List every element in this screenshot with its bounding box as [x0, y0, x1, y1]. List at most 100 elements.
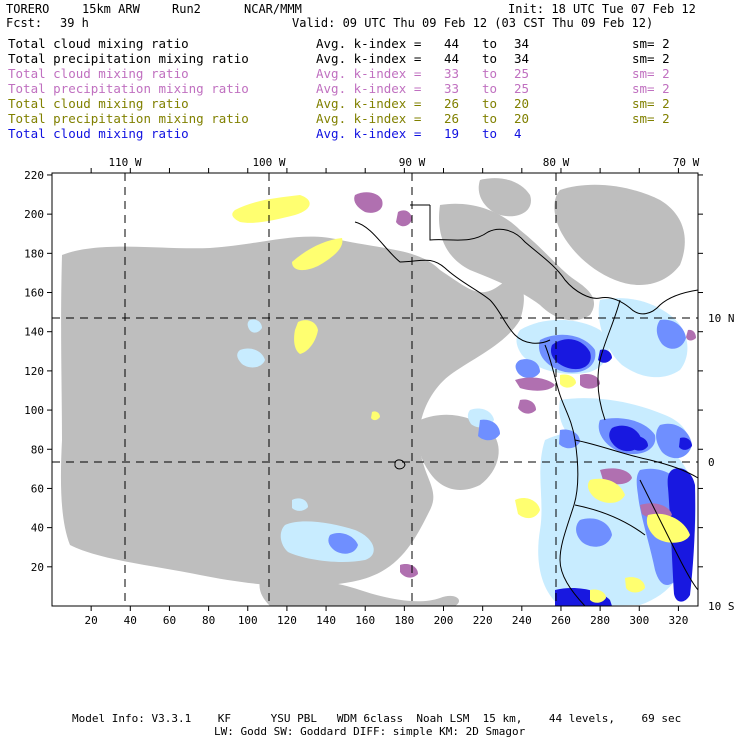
legend-smoothing: sm= 2: [632, 81, 670, 96]
legend-from-value: 33: [444, 66, 460, 81]
y-tick-label: 100: [24, 404, 44, 417]
legend-index-label: Avg. k-index =: [316, 51, 422, 66]
y-tick-label: 120: [24, 365, 44, 378]
y-tick-label: 220: [24, 169, 44, 182]
legend-smoothing: sm= 2: [632, 96, 670, 111]
x-tick-label: 20: [85, 614, 98, 627]
caribbean-coast: [429, 205, 699, 315]
valid-time: Valid: 09 UTC Thu 09 Feb 12 (03 CST Thu …: [292, 16, 654, 30]
legend-index-label: Avg. k-index =: [316, 81, 422, 96]
legend-field-name: Total precipitation mixing ratio: [8, 51, 249, 66]
x-tick-label: 320: [668, 614, 688, 627]
legend-field-name: Total precipitation mixing ratio: [8, 81, 249, 96]
x-tick-label: 240: [512, 614, 532, 627]
latitude-label: 10 N: [708, 312, 735, 325]
model-info-line-2: LW: Godd SW: Goddard DIFF: simple KM: 2D…: [214, 725, 526, 738]
model-name: TORERO: [6, 2, 50, 16]
legend-to-value: 34: [514, 51, 530, 66]
longitude-label: 70 W: [673, 156, 700, 169]
longitude-label: 80 W: [543, 156, 570, 169]
map-frame: [51, 172, 699, 607]
y-tick-label: 180: [24, 247, 44, 260]
legend-from-value: 19: [444, 126, 460, 141]
border-3: [639, 479, 699, 591]
x-tick-label: 120: [277, 614, 297, 627]
legend-to-word: to: [482, 81, 498, 96]
coastlines: [354, 204, 699, 607]
legend-to-word: to: [482, 66, 498, 81]
legend-to-word: to: [482, 111, 498, 126]
legend-to-word: to: [482, 96, 498, 111]
x-tick-label: 300: [629, 614, 649, 627]
legend-index-label: Avg. k-index =: [316, 66, 422, 81]
model-resolution: 15km ARW: [82, 2, 140, 16]
y-tick-label: 200: [24, 208, 44, 221]
run-label: Run2: [172, 2, 201, 16]
x-tick-label: 100: [238, 614, 258, 627]
precip-mixing-ratio-yellow: [232, 195, 690, 603]
legend-smoothing: sm= 2: [632, 51, 670, 66]
legend-field-name: Total cloud mixing ratio: [8, 96, 189, 111]
x-tick-label: 40: [124, 614, 137, 627]
y-tick-label: 60: [31, 482, 44, 495]
x-tick-label: 280: [590, 614, 610, 627]
x-tick-label: 80: [202, 614, 215, 627]
axis-tick-labels: 20 40 60 80 100 120 140 160 180 200 220 240 260 280 30…: [24, 156, 734, 627]
south-america-pacific-coast: [544, 344, 586, 607]
longitude-label: 90 W: [399, 156, 426, 169]
latitude-label: 0: [708, 456, 715, 469]
legend-from-value: 33: [444, 81, 460, 96]
x-tick-label: 140: [316, 614, 336, 627]
forecast-label: Fcst:: [6, 16, 43, 30]
legend-field-name: Total precipitation mixing ratio: [8, 111, 249, 126]
y-tick-label: 40: [31, 522, 44, 535]
legend-field-name: Total cloud mixing ratio: [8, 36, 189, 51]
legend-to-value: 25: [514, 66, 530, 81]
x-tick-label: 160: [355, 614, 375, 627]
model-info-line-1: Model Info: V3.3.1 KF YSU PBL WDM 6class…: [72, 712, 682, 725]
gray-cloud-north: [439, 203, 595, 321]
central-america-pacific-coast: [354, 221, 551, 344]
legend-to-value: 20: [514, 111, 530, 126]
x-tick-label: 220: [473, 614, 493, 627]
legend-to-value: 20: [514, 96, 530, 111]
legend-from-value: 44: [444, 36, 460, 51]
legend-smoothing: sm= 2: [632, 36, 670, 51]
border-1: [574, 439, 699, 479]
legend-to-word: to: [482, 36, 498, 51]
legend-to-value: 34: [514, 36, 530, 51]
axis-ticks: [47, 168, 703, 611]
legend-field-name: Total cloud mixing ratio: [8, 66, 189, 81]
forecast-hour: 39 h: [60, 16, 89, 30]
latitude-label: 10 S: [708, 600, 735, 613]
x-tick-label: 180: [394, 614, 414, 627]
legend-to-value: 25: [514, 81, 530, 96]
border-4: [574, 504, 646, 536]
longitude-label: 110 W: [108, 156, 141, 169]
x-tick-label: 260: [551, 614, 571, 627]
init-time: Init: 18 UTC Tue 07 Feb 12: [508, 2, 696, 16]
galapagos: [394, 459, 406, 470]
legend-from-value: 26: [444, 111, 460, 126]
y-tick-label: 160: [24, 287, 44, 300]
legend-to-word: to: [482, 126, 498, 141]
mixing-ratio-fields: [60, 178, 699, 607]
y-tick-label: 80: [31, 443, 44, 456]
cloud-mixing-ratio-gray: [60, 178, 685, 606]
x-tick-label: 60: [163, 614, 176, 627]
legend-index-label: Avg. k-index =: [316, 126, 422, 141]
longitude-label: 100 W: [252, 156, 285, 169]
lat-lon-grid: [52, 173, 698, 606]
y-tick-label: 20: [31, 561, 44, 574]
legend-field-name: Total cloud mixing ratio: [8, 126, 189, 141]
gray-cloud-south: [259, 578, 460, 606]
organization: NCAR/MMM: [244, 2, 302, 16]
legend-index-label: Avg. k-index =: [316, 111, 422, 126]
legend-index-label: Avg. k-index =: [316, 36, 422, 51]
legend-to-value: 4: [514, 126, 522, 141]
gray-cloud-main: [60, 236, 524, 587]
x-tick-label: 200: [434, 614, 454, 627]
legend-smoothing: sm= 2: [632, 66, 670, 81]
legend-to-word: to: [482, 51, 498, 66]
